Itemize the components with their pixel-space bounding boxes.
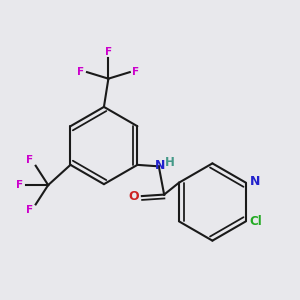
Text: F: F	[132, 67, 139, 77]
Text: N: N	[249, 175, 260, 188]
Text: F: F	[105, 47, 112, 57]
Text: F: F	[77, 67, 85, 77]
Text: Cl: Cl	[249, 215, 262, 228]
Text: F: F	[16, 180, 23, 190]
Text: H: H	[165, 156, 175, 169]
Text: F: F	[26, 205, 33, 215]
Text: F: F	[26, 155, 33, 165]
Text: O: O	[128, 190, 139, 202]
Text: N: N	[154, 159, 165, 172]
